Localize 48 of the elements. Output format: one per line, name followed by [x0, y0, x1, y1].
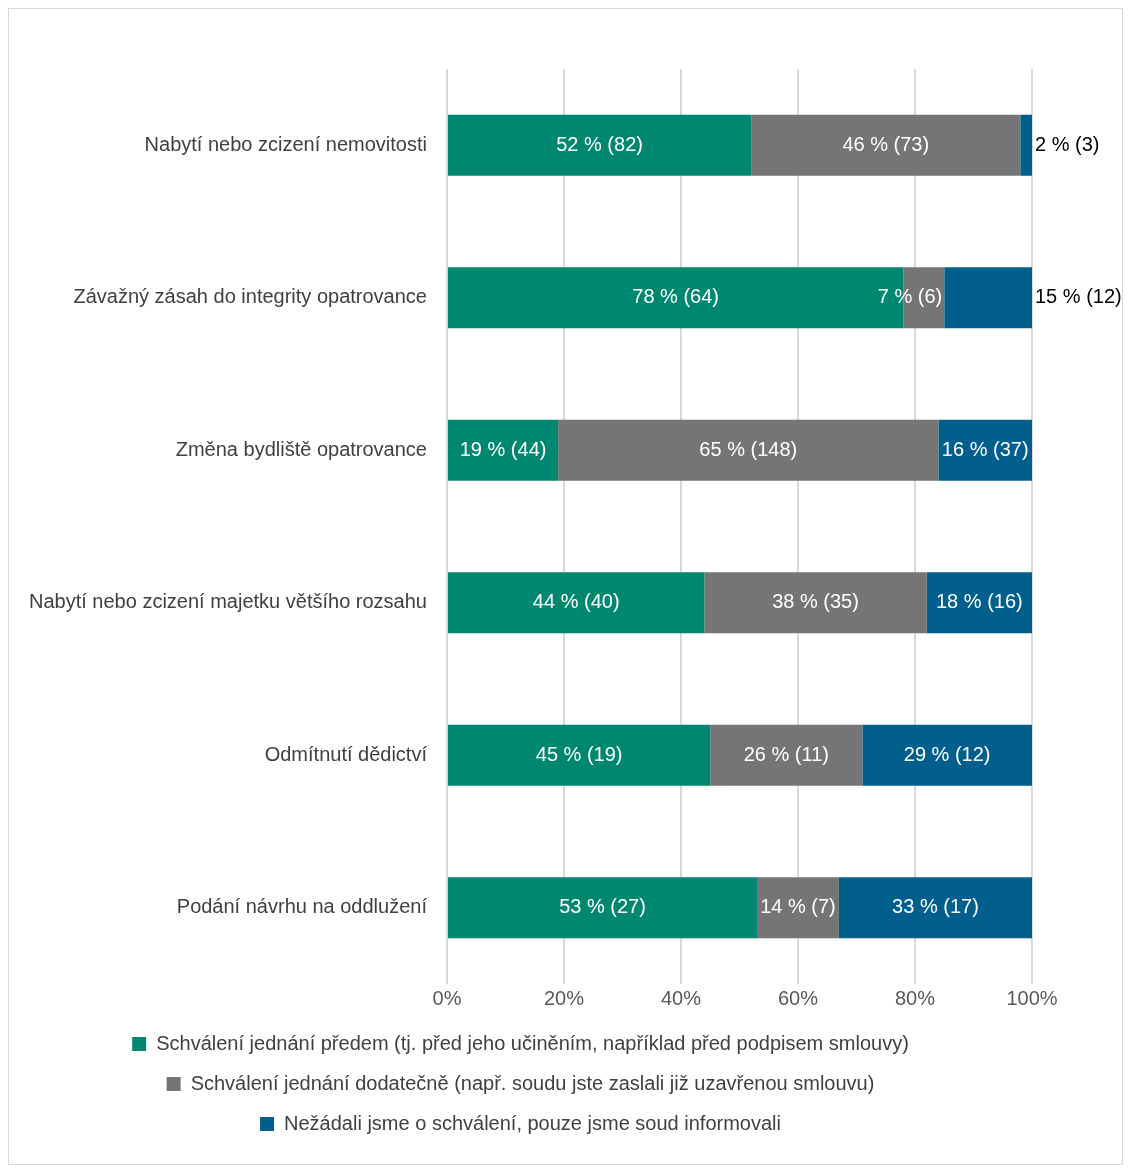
data-label: 2 % (3)	[1035, 132, 1100, 155]
x-tick-label: 80%	[894, 986, 936, 1009]
y-tick-label: Odmítnutí dědictví	[264, 742, 428, 765]
bar	[558, 419, 939, 481]
data-label: 16 % (37)	[941, 437, 1029, 460]
data-label: 53 % (27)	[559, 895, 646, 918]
legend-label: Schválení jednání předem (tj. před jeho učiněním, například před podpisem smlouvy)	[156, 1031, 909, 1054]
data-label: 44 % (40)	[532, 590, 620, 613]
x-tick-label: 0%	[432, 986, 462, 1009]
bar	[838, 877, 1032, 939]
bar	[926, 572, 1032, 634]
data-label: 78 % (64)	[632, 285, 719, 308]
data-label: 38 % (35)	[772, 590, 859, 613]
data-label: 65 % (148)	[699, 437, 798, 460]
y-tick-label: Nabytí nebo zcizení majetku většího rozsahu	[28, 590, 427, 613]
bar	[447, 877, 758, 939]
bar	[944, 267, 1032, 329]
bar	[704, 572, 927, 634]
data-label: 14 % (7)	[760, 895, 836, 918]
bar	[447, 572, 705, 634]
x-tick-label: 20%	[543, 986, 585, 1009]
bar	[757, 877, 839, 939]
x-tick-label: 100%	[1006, 986, 1058, 1009]
legend-label: Nežádali jsme o schválení, pouze jsme soud informovali	[284, 1111, 781, 1134]
data-label: 15 % (12)	[1035, 285, 1122, 308]
bar	[447, 724, 711, 786]
y-tick-label: Změna bydliště opatrovance	[175, 437, 427, 460]
bar	[751, 114, 1021, 176]
bar	[862, 724, 1032, 786]
bar	[710, 724, 863, 786]
data-label: 18 % (16)	[935, 590, 1023, 613]
bar	[447, 114, 752, 176]
data-label: 19 % (44)	[459, 437, 547, 460]
data-label: 33 % (17)	[892, 895, 979, 918]
data-label: 29 % (12)	[903, 742, 991, 765]
y-tick-label: Podání návrhu na oddlužení	[176, 895, 428, 918]
y-tick-label: Nabytí nebo zcizení nemovitosti	[144, 132, 427, 155]
x-tick-label: 40%	[660, 986, 702, 1009]
data-label: 52 % (82)	[556, 132, 643, 155]
bar	[938, 419, 1032, 481]
data-label: 46 % (73)	[842, 132, 930, 155]
bar	[447, 419, 559, 481]
data-label: 26 % (11)	[743, 742, 829, 765]
x-tick-label: 60%	[777, 986, 819, 1009]
legend-label: Schválení jednání dodatečně (např. soudu jste zaslali již uzavřenou smlouvu)	[190, 1071, 875, 1094]
bar	[1020, 114, 1032, 176]
y-tick-label: Závažný zásah do integrity opatrovance	[73, 285, 427, 308]
data-label: 45 % (19)	[535, 742, 623, 765]
